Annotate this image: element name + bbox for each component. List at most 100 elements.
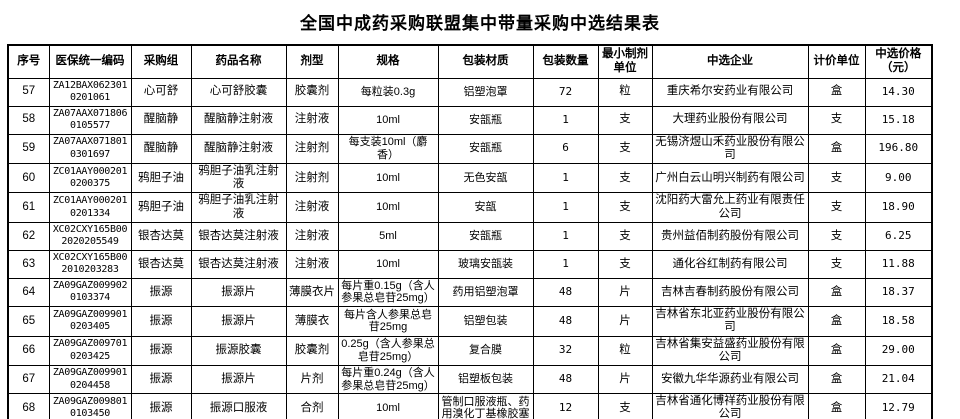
cell-seq: 64 [7,277,50,308]
cell-price_unit: 盒 [807,77,866,107]
cell-group: 振源 [130,364,192,395]
cell-drug: 醒脑静注射液 [190,133,287,164]
cell-company: 无锡济煜山禾药业股份有限公司 [651,133,809,164]
cell-material: 玻璃安瓿装 [437,249,534,279]
cell-form: 注射液 [285,249,339,279]
cell-price_unit: 支 [807,192,866,223]
cell-min_unit: 片 [597,277,653,308]
procurement-results-table: 序号 医保统一编码 采购组 药品名称 剂型 规格 包装材质 包装数量 最小制剂单位 中选企业 计价单… [7,44,933,419]
cell-material: 药用铝塑泡罩 [437,277,534,308]
cell-price_unit: 盒 [807,306,866,337]
cell-material: 安瓿瓶 [437,221,534,251]
cell-code: ZA09GAZ0099010204458 [48,364,132,395]
table-row: 62 XC02CXY165B002020205549 银杏达莫 银杏达莫注射液 注射液 5… [7,221,933,251]
cell-drug: 振源片 [190,277,287,308]
cell-code: ZC01AAY0002010201334 [48,192,132,223]
cell-code: ZA09GAZ0098010103450 [48,393,132,419]
cell-drug: 振源口服液 [190,393,287,419]
cell-material: 铝塑泡罩 [437,77,534,107]
cell-group: 振源 [130,335,192,366]
cell-spec: 每片重0.24g（含人参果总皂苷25mg） [337,364,439,395]
cell-seq: 65 [7,306,50,337]
cell-price: 12.79 [864,393,933,419]
cell-company: 广州白云山明兴制药有限公司 [651,162,809,194]
cell-group: 心可舒 [130,77,192,107]
cell-drug: 鸦胆子油乳注射液 [190,192,287,223]
column-header-price_unit: 计价单位 [807,44,866,79]
cell-seq: 66 [7,335,50,366]
cell-company: 沈阳药大雷允上药业有限责任公司 [651,192,809,223]
cell-spec: 每片重0.15g（含人参果总皂苷25mg） [337,277,439,308]
cell-code: ZA09GAZ0099010203405 [48,306,132,337]
cell-group: 振源 [130,306,192,337]
cell-spec: 10ml [337,162,439,194]
cell-drug: 银杏达莫注射液 [190,249,287,279]
table-row: 58 ZA07AAX0718060105577 醒脑静 醒脑静注射液 注射液 10ml 安瓿… [7,105,933,135]
cell-seq: 58 [7,105,50,135]
cell-qty: 48 [532,306,599,337]
cell-company: 贵州益佰制药股份有限公司 [651,221,809,251]
cell-form: 薄膜衣片 [285,277,339,308]
cell-price_unit: 盒 [807,277,866,308]
table-row: 64 ZA09GAZ0099020103374 振源 振源片 薄膜衣片 每片重0.15g（… [7,277,933,308]
cell-spec: 每片含人参果总皂苷25mg [337,306,439,337]
column-header-qty: 包装数量 [532,44,599,79]
cell-price: 21.04 [864,364,933,395]
cell-drug: 振源片 [190,306,287,337]
cell-qty: 1 [532,192,599,223]
cell-price_unit: 盒 [807,393,866,419]
column-header-code: 医保统一编码 [48,44,132,79]
cell-form: 注射液 [285,105,339,135]
cell-price_unit: 支 [807,249,866,279]
cell-spec: 0.25g（含人参果总皂苷25mg） [337,335,439,366]
cell-min_unit: 支 [597,393,653,419]
cell-seq: 61 [7,192,50,223]
cell-min_unit: 支 [597,249,653,279]
cell-code: XC02CXY165B002010203283 [48,249,132,279]
cell-qty: 1 [532,221,599,251]
cell-group: 银杏达莫 [130,249,192,279]
table-header-row: 序号 医保统一编码 采购组 药品名称 剂型 规格 包装材质 包装数量 最小制剂单位 中选企业 计价单… [7,44,933,79]
cell-price: 11.88 [864,249,933,279]
cell-material: 安瓿瓶 [437,105,534,135]
cell-company: 安徽九华华源药业有限公司 [651,364,809,395]
table-row: 59 ZA07AAX0718010301697 醒脑静 醒脑静注射液 注射剂 每支装10m… [7,133,933,164]
cell-price_unit: 盒 [807,364,866,395]
cell-group: 醒脑静 [130,105,192,135]
cell-price_unit: 支 [807,162,866,194]
cell-form: 合剂 [285,393,339,419]
cell-price: 29.00 [864,335,933,366]
cell-price: 196.80 [864,133,933,164]
cell-code: ZC01AAY0002010200375 [48,162,132,194]
cell-price: 18.58 [864,306,933,337]
table-row: 63 XC02CXY165B002010203283 银杏达莫 银杏达莫注射液 注射液 1… [7,249,933,279]
column-header-seq: 序号 [7,44,50,79]
cell-qty: 72 [532,77,599,107]
cell-group: 鸦胆子油 [130,192,192,223]
cell-group: 醒脑静 [130,133,192,164]
cell-seq: 63 [7,249,50,279]
cell-price: 18.90 [864,192,933,223]
cell-drug: 鸦胆子油乳注射液 [190,162,287,194]
cell-price_unit: 盒 [807,335,866,366]
cell-price_unit: 支 [807,105,866,135]
cell-seq: 59 [7,133,50,164]
table-row: 67 ZA09GAZ0099010204458 振源 振源片 片剂 每片重0.24g（含人… [7,364,933,395]
cell-material: 安瓿 [437,192,534,223]
cell-drug: 振源片 [190,364,287,395]
cell-form: 薄膜衣 [285,306,339,337]
cell-seq: 68 [7,393,50,419]
cell-form: 注射液 [285,221,339,251]
column-header-drug: 药品名称 [190,44,287,79]
cell-price_unit: 盒 [807,133,866,164]
cell-group: 振源 [130,393,192,419]
cell-company: 通化谷红制药有限公司 [651,249,809,279]
cell-code: ZA09GAZ0097010203425 [48,335,132,366]
cell-spec: 10ml [337,393,439,419]
cell-company: 重庆希尔安药业有限公司 [651,77,809,107]
cell-qty: 12 [532,393,599,419]
column-header-price: 中选价格（元） [864,44,933,79]
cell-seq: 62 [7,221,50,251]
cell-drug: 振源胶囊 [190,335,287,366]
